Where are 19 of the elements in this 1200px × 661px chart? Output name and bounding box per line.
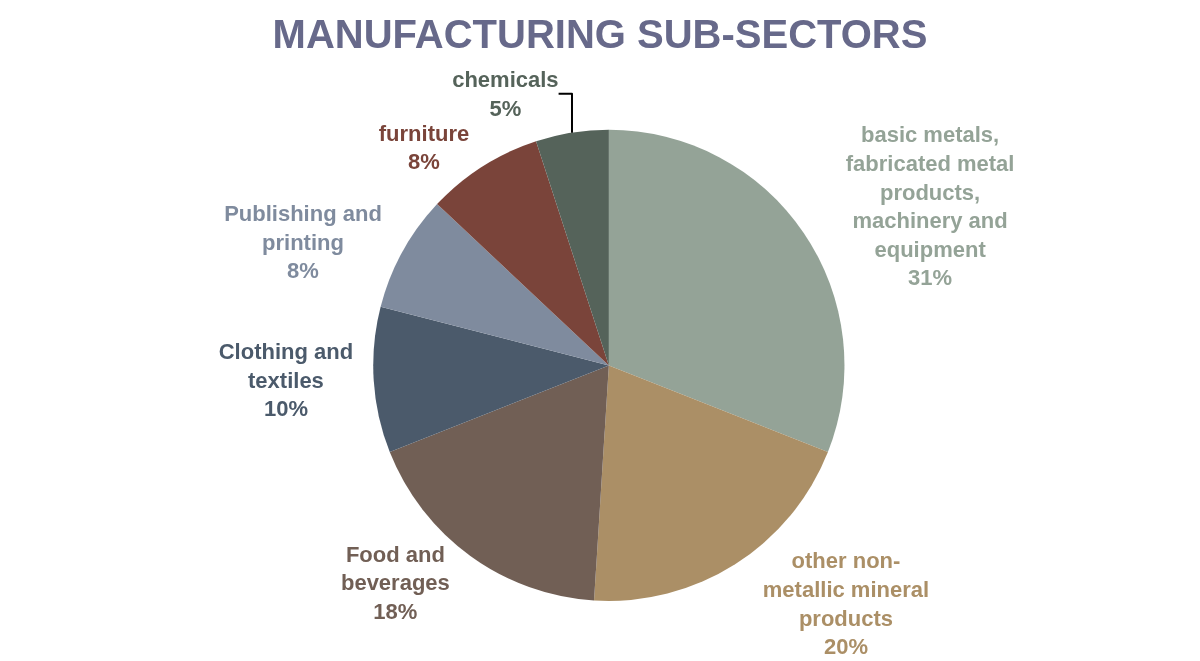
data-label: 20% <box>823 634 868 660</box>
data-label: 31% <box>908 265 953 291</box>
pie-slice <box>536 129 609 366</box>
data-label: 10% <box>263 396 308 422</box>
data-label: 5% <box>489 95 522 121</box>
slice-label: Food and beverages <box>340 541 450 596</box>
pie-slice <box>373 306 609 453</box>
slice-label: furniture <box>378 120 470 146</box>
data-label: 18% <box>373 599 418 624</box>
slice-label: Publishing and printing <box>224 201 382 255</box>
slice-label: chemicals <box>452 66 559 92</box>
slice-label: basic metals, fabricated metal products, machinery and equipment <box>845 122 1015 262</box>
chart-title: MANUFACTURING SUB-SECTORS <box>272 11 928 56</box>
slice-label: Clothing and textiles <box>218 339 354 393</box>
pie-slice <box>608 129 845 453</box>
data-label: 8% <box>287 258 319 284</box>
data-label: 8% <box>408 149 440 175</box>
pie-slice <box>380 204 609 366</box>
slice-label: other non-metallic mineral products <box>762 548 930 631</box>
